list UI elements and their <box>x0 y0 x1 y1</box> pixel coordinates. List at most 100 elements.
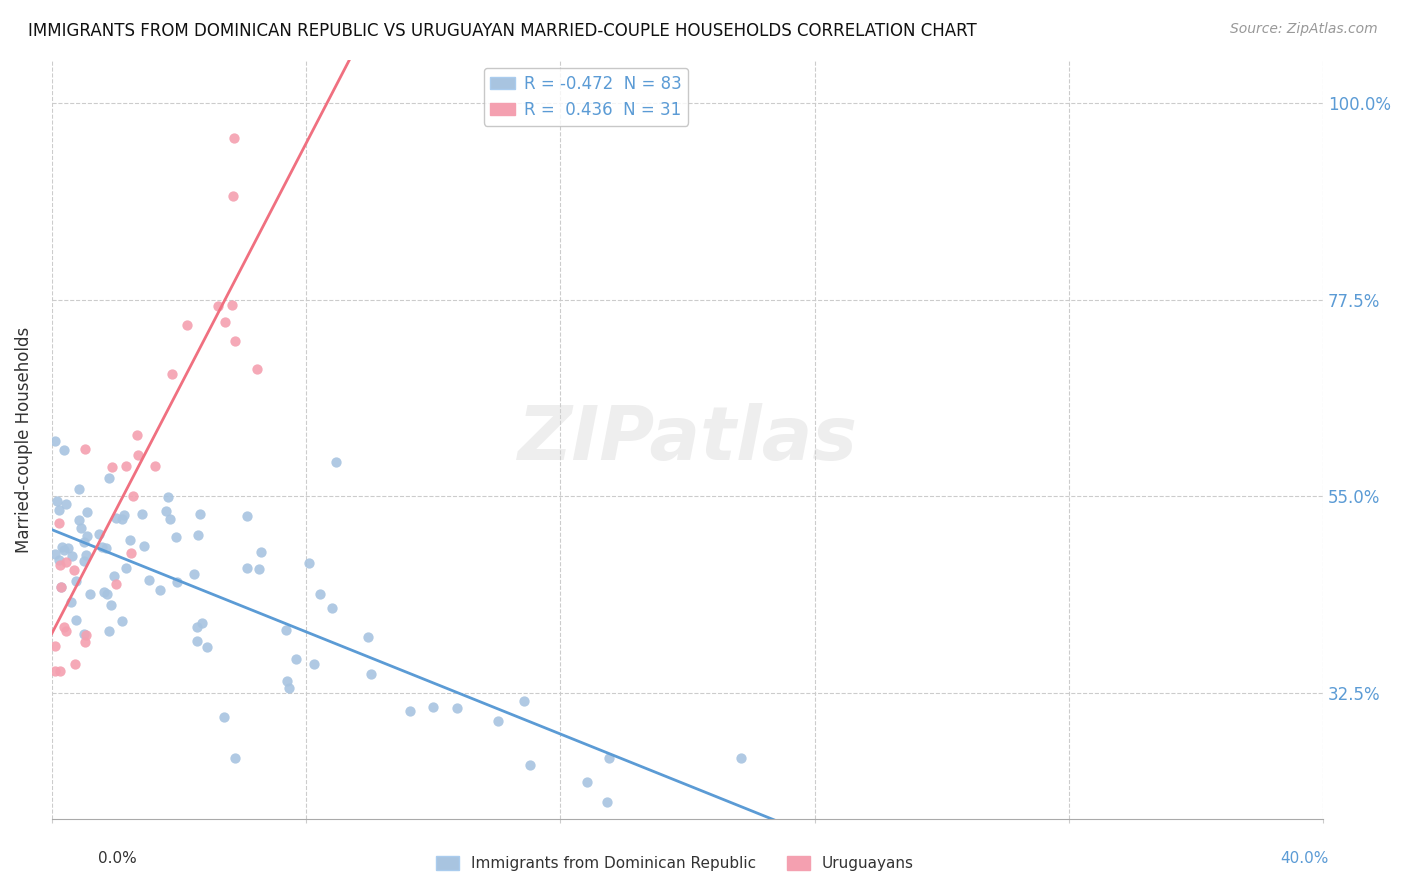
Point <box>73 535 96 549</box>
Point <box>48 558 70 573</box>
Point <box>73 442 96 457</box>
Point <box>214 315 236 329</box>
Point <box>195 640 218 654</box>
Text: 0.0%: 0.0% <box>98 852 138 866</box>
Point <box>120 546 142 560</box>
Point <box>51 540 73 554</box>
Point <box>214 710 236 724</box>
Point <box>65 574 87 588</box>
Point <box>48 516 70 530</box>
Point <box>127 448 149 462</box>
Point <box>79 586 101 600</box>
Point <box>67 512 90 526</box>
Point <box>62 549 84 563</box>
Point <box>250 545 273 559</box>
Text: IMMIGRANTS FROM DOMINICAN REPUBLIC VS URUGUAYAN MARRIED-COUPLE HOUSEHOLDS CORREL: IMMIGRANTS FROM DOMINICAN REPUBLIC VS UR… <box>28 22 977 40</box>
Point <box>149 582 172 597</box>
Point <box>157 491 180 505</box>
Point <box>103 569 125 583</box>
Point <box>73 635 96 649</box>
Point <box>112 508 135 522</box>
Point <box>304 657 326 672</box>
Point <box>236 561 259 575</box>
Point <box>51 580 73 594</box>
Point <box>93 585 115 599</box>
Point <box>75 628 97 642</box>
Point <box>53 442 76 457</box>
Point <box>247 562 270 576</box>
Point <box>115 459 138 474</box>
Point <box>96 541 118 555</box>
Point <box>65 613 87 627</box>
Point <box>221 297 243 311</box>
Point <box>104 511 127 525</box>
Point <box>44 434 66 448</box>
Point <box>52 620 75 634</box>
Point <box>160 367 183 381</box>
Point <box>398 705 420 719</box>
Point <box>730 751 752 765</box>
Point <box>44 639 66 653</box>
Point <box>131 507 153 521</box>
Point <box>111 512 134 526</box>
Point <box>98 624 121 638</box>
Point <box>89 526 111 541</box>
Point <box>44 547 66 561</box>
Point <box>132 540 155 554</box>
Point <box>60 595 83 609</box>
Point <box>105 576 128 591</box>
Point <box>596 795 619 809</box>
Text: ZIPatlas: ZIPatlas <box>517 403 858 476</box>
Point <box>100 598 122 612</box>
Point <box>138 573 160 587</box>
Point <box>298 556 321 570</box>
Point <box>53 543 76 558</box>
Point <box>46 494 69 508</box>
Point <box>360 666 382 681</box>
Point <box>277 681 299 696</box>
Point <box>55 497 77 511</box>
Point <box>598 751 620 765</box>
Text: Source: ZipAtlas.com: Source: ZipAtlas.com <box>1230 22 1378 37</box>
Point <box>285 652 308 666</box>
Point <box>56 541 79 555</box>
Point <box>49 664 72 678</box>
Point <box>276 673 298 688</box>
Point <box>76 505 98 519</box>
Point <box>72 554 94 568</box>
Point <box>446 701 468 715</box>
Point <box>127 428 149 442</box>
Point <box>98 471 121 485</box>
Point <box>51 580 73 594</box>
Point <box>325 455 347 469</box>
Point <box>76 529 98 543</box>
Point <box>48 553 70 567</box>
Point <box>111 614 134 628</box>
Point <box>70 521 93 535</box>
Point <box>486 714 509 728</box>
Point <box>519 758 541 772</box>
Point <box>96 587 118 601</box>
Point <box>422 700 444 714</box>
Point <box>357 631 380 645</box>
Point <box>65 657 87 671</box>
Point <box>118 533 141 548</box>
Point <box>221 188 243 202</box>
Point <box>187 528 209 542</box>
Point <box>48 502 70 516</box>
Point <box>67 482 90 496</box>
Point <box>159 511 181 525</box>
Point <box>186 634 208 648</box>
Text: 40.0%: 40.0% <box>1281 852 1329 866</box>
Point <box>62 563 84 577</box>
Legend: Immigrants from Dominican Republic, Uruguayans: Immigrants from Dominican Republic, Urug… <box>430 850 920 877</box>
Point <box>183 567 205 582</box>
Point <box>309 587 332 601</box>
Point <box>513 694 536 708</box>
Point <box>100 459 122 474</box>
Point <box>236 508 259 523</box>
Point <box>166 575 188 590</box>
Legend: R = -0.472  N = 83, R =  0.436  N = 31: R = -0.472 N = 83, R = 0.436 N = 31 <box>484 68 688 126</box>
Point <box>115 561 138 575</box>
Point <box>276 623 298 637</box>
